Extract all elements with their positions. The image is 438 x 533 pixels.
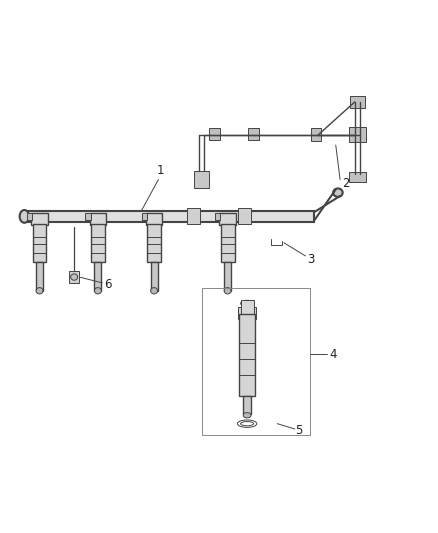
- Bar: [25, 211, 314, 222]
- Bar: [241, 300, 254, 319]
- Bar: [238, 306, 256, 319]
- Bar: [27, 213, 32, 220]
- Bar: [221, 224, 235, 262]
- Text: 1: 1: [157, 164, 164, 177]
- Bar: [311, 128, 321, 141]
- Ellipse shape: [240, 300, 254, 306]
- Ellipse shape: [224, 288, 231, 294]
- Ellipse shape: [243, 413, 251, 418]
- Bar: [224, 262, 231, 291]
- Ellipse shape: [71, 274, 78, 280]
- Bar: [349, 172, 366, 182]
- Bar: [146, 213, 162, 225]
- Ellipse shape: [333, 189, 343, 197]
- Bar: [141, 213, 147, 220]
- Bar: [32, 213, 48, 225]
- Bar: [215, 213, 220, 220]
- Bar: [194, 171, 209, 188]
- Bar: [151, 262, 158, 291]
- Text: 4: 4: [329, 348, 337, 360]
- Bar: [209, 128, 220, 140]
- Bar: [95, 262, 101, 291]
- Bar: [349, 127, 366, 142]
- Text: 2: 2: [342, 176, 350, 190]
- Bar: [350, 95, 365, 108]
- Bar: [243, 395, 251, 414]
- Ellipse shape: [36, 288, 43, 294]
- Bar: [248, 128, 259, 140]
- Text: 6: 6: [104, 278, 112, 291]
- Bar: [147, 224, 161, 262]
- Bar: [69, 271, 79, 283]
- Bar: [90, 213, 106, 225]
- Text: 5: 5: [296, 424, 303, 437]
- Bar: [239, 314, 255, 395]
- Bar: [32, 224, 46, 262]
- Bar: [202, 288, 310, 435]
- Text: 3: 3: [307, 253, 315, 266]
- Bar: [238, 208, 251, 224]
- Bar: [187, 208, 200, 224]
- Bar: [219, 213, 236, 225]
- Bar: [85, 213, 91, 220]
- Bar: [36, 262, 43, 291]
- Ellipse shape: [20, 210, 29, 223]
- Bar: [91, 224, 105, 262]
- Ellipse shape: [151, 288, 158, 294]
- Ellipse shape: [95, 288, 101, 294]
